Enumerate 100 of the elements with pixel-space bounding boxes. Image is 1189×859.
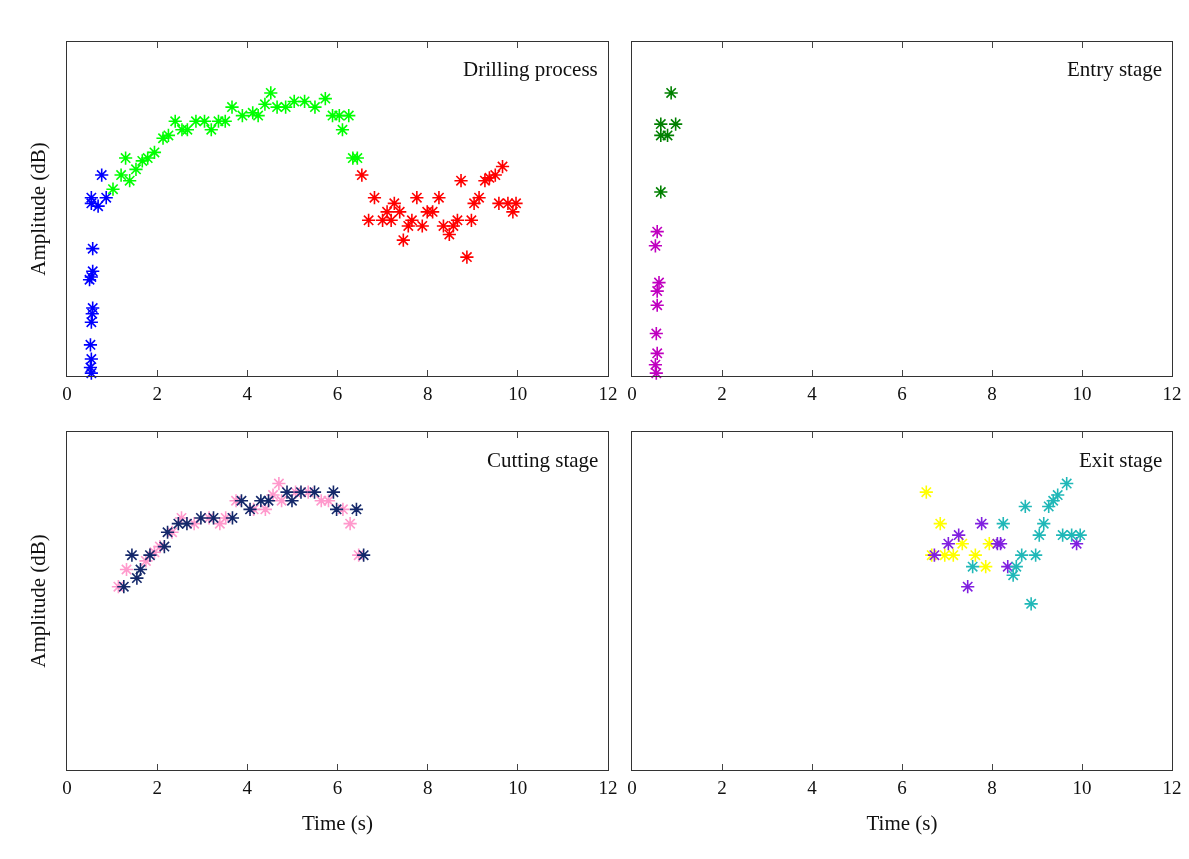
point [409, 190, 425, 206]
point [649, 345, 665, 361]
point [279, 484, 295, 500]
point [445, 218, 461, 234]
point [649, 297, 665, 313]
x-tick-label: 6 [897, 776, 907, 798]
point [1014, 547, 1030, 563]
x-tick-label: 10 [508, 382, 528, 404]
point [161, 128, 176, 143]
point [122, 173, 138, 189]
point [1031, 527, 1047, 543]
point [508, 195, 524, 211]
x-tick-label: 2 [717, 776, 727, 798]
point [967, 547, 983, 563]
point [257, 96, 273, 112]
x-axis-title: Time (s) [302, 811, 373, 835]
point [179, 516, 195, 532]
x-tick-label: 0 [627, 382, 637, 404]
point [335, 122, 350, 138]
x-tick-label: 2 [152, 382, 162, 404]
point [453, 173, 469, 189]
point [156, 539, 172, 554]
x-tick-label: 8 [422, 382, 433, 404]
point [83, 337, 98, 353]
point [354, 167, 370, 183]
point [85, 241, 101, 257]
point [477, 173, 493, 189]
point [84, 306, 100, 322]
point [651, 275, 667, 290]
point [653, 184, 669, 200]
x-tick-label: 6 [332, 382, 343, 404]
point [293, 484, 309, 500]
point [649, 224, 665, 240]
x-tick-label: 6 [332, 776, 343, 798]
point [1008, 559, 1024, 575]
point [94, 167, 110, 183]
point [375, 212, 390, 228]
x-tick-label: 0 [62, 382, 72, 404]
x-tick-label: 12 [598, 382, 618, 404]
x-tick-label: 12 [1162, 776, 1182, 798]
point [466, 195, 482, 211]
point [119, 562, 134, 577]
point [1036, 516, 1052, 532]
point [147, 544, 162, 560]
y-axis-title: Amplitude (dB) [26, 534, 51, 668]
x-tick-label: 10 [508, 776, 528, 798]
point [471, 190, 487, 206]
point [482, 170, 497, 186]
point [441, 227, 457, 242]
x-tick-label: 8 [987, 382, 997, 404]
x-tick-label: 6 [897, 382, 907, 404]
point [995, 516, 1011, 532]
point [265, 487, 281, 503]
point [349, 501, 364, 517]
point [1041, 499, 1057, 514]
point [271, 476, 287, 491]
point [274, 493, 289, 509]
point [450, 212, 465, 228]
point [395, 232, 411, 248]
point [431, 190, 447, 206]
chart-title: Exit stage [1079, 448, 1163, 472]
point [487, 167, 503, 183]
point [83, 314, 99, 330]
point [392, 204, 408, 220]
point [349, 150, 365, 166]
chart-title: Cutting stage [487, 448, 599, 472]
point [113, 167, 129, 183]
x-tick-label: 12 [598, 776, 618, 798]
point [1069, 536, 1084, 552]
point [978, 559, 994, 575]
point [174, 510, 189, 526]
point [307, 484, 322, 500]
point [356, 547, 372, 563]
x-tick-label: 4 [807, 382, 818, 404]
point [206, 510, 221, 526]
point [404, 212, 420, 228]
point [400, 218, 416, 234]
point [234, 108, 250, 123]
point [242, 501, 258, 517]
point [134, 153, 150, 169]
point [668, 116, 684, 132]
point [278, 99, 294, 115]
x-tick-label: 2 [717, 382, 727, 404]
point [133, 562, 148, 577]
point [224, 99, 240, 115]
point [98, 190, 114, 206]
x-tick-label: 10 [1072, 382, 1092, 404]
x-tick-label: 0 [62, 776, 72, 798]
point [263, 85, 279, 101]
point [1028, 547, 1044, 563]
point [307, 99, 323, 115]
point [286, 94, 302, 109]
point [124, 547, 140, 563]
x-tick-label: 4 [242, 776, 253, 798]
point [945, 547, 961, 563]
point [648, 238, 663, 254]
point [138, 553, 154, 569]
point [297, 94, 312, 109]
point [367, 190, 382, 206]
point [663, 85, 679, 101]
